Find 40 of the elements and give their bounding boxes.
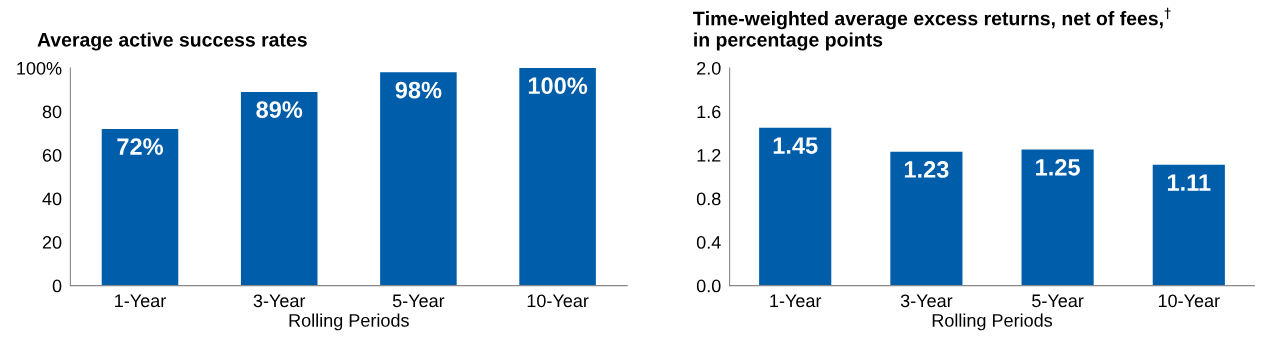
y-tick-label: 0 [52,279,62,293]
x-axis-title: Rolling Periods [289,313,409,331]
data-label: 89% [256,101,303,118]
bar [1021,149,1094,286]
data-label: 98% [395,81,442,99]
x-tick-label: 1-Year [770,294,822,308]
y-tick-label: 0.8 [696,192,721,206]
y-tick-label: 1.6 [697,105,721,119]
x-tick-label: 1-Year [115,294,166,308]
bar [101,128,179,286]
y-tick-label: 40 [42,192,62,206]
x-axis-title: Rolling Periods [932,313,1053,331]
data-label: 1.25 [1036,158,1080,176]
bar [380,72,457,286]
bar [1152,164,1225,286]
y-tick-label: 80 [42,105,62,119]
x-tick-label: 10-Year [1158,294,1220,308]
x-tick-label: 3-Year [900,294,953,308]
bar [890,151,963,286]
x-tick-label: 5-Year [392,294,445,308]
y-tick-label: 0.4 [696,236,721,249]
y-tick-label: 100% [17,61,62,75]
data-label: 1.11 [1167,174,1211,191]
bar [759,127,832,286]
y-tick-label: 2.0 [697,61,721,75]
y-tick-label: 0.0 [696,279,721,293]
bar [519,68,596,286]
data-label: 1.23 [904,161,949,178]
data-label: 100% [528,77,588,95]
x-tick-label: 10-Year [527,294,589,308]
x-tick-label: 5-Year [1032,294,1084,308]
y-tick-label: 60 [42,148,62,162]
bar [240,91,318,286]
chart-title: Time-weighted average excess returns, net of fees,$^{†}$ in percentage points [693,7,1171,51]
y-tick-label: 1.2 [697,148,721,162]
data-label: 72% [117,138,164,155]
x-tick-label: 3-Year [253,294,306,308]
data-label: 1.45 [773,137,818,154]
y-tick-label: 20 [42,236,62,249]
chart-title: Average active success rates [37,32,307,51]
